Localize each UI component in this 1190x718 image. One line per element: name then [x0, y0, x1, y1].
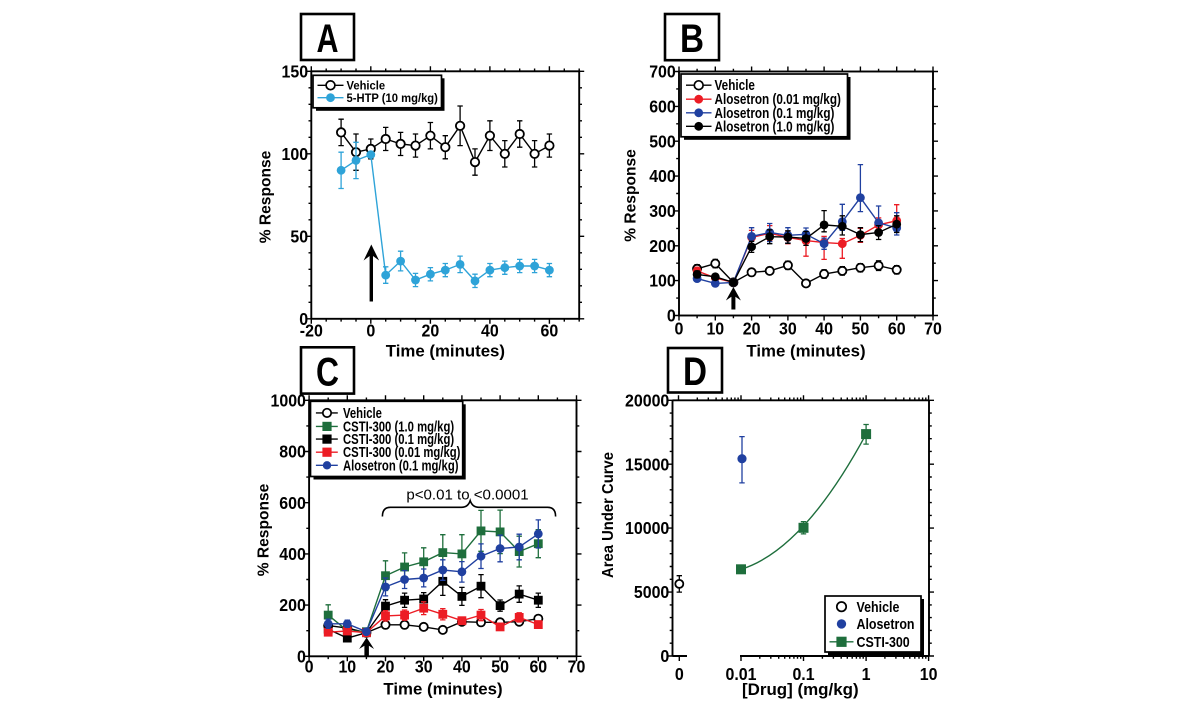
svg-text:400: 400: [649, 166, 676, 186]
svg-text:15000: 15000: [625, 454, 670, 474]
svg-text:D: D: [683, 350, 707, 394]
svg-text:10: 10: [338, 657, 356, 677]
svg-text:20: 20: [377, 657, 395, 677]
svg-text:% Response: % Response: [622, 149, 639, 242]
svg-text:Alosetron: Alosetron: [857, 617, 915, 633]
svg-text:30: 30: [779, 318, 797, 338]
svg-text:Alosetron (0.1 mg/kg): Alosetron (0.1 mg/kg): [343, 458, 459, 474]
svg-text:0: 0: [299, 309, 308, 329]
svg-text:0.1: 0.1: [792, 664, 814, 684]
svg-text:50: 50: [852, 318, 870, 338]
svg-text:Area Under Curve: Area Under Curve: [600, 452, 617, 578]
svg-text:200: 200: [279, 595, 306, 615]
svg-text:60: 60: [888, 318, 906, 338]
svg-text:Time (minutes): Time (minutes): [386, 342, 505, 361]
svg-text:40: 40: [815, 318, 833, 338]
svg-text:600: 600: [649, 97, 676, 117]
svg-text:700: 700: [649, 62, 676, 82]
svg-text:800: 800: [279, 442, 306, 462]
svg-text:5-HTP (10 mg/kg): 5-HTP (10 mg/kg): [347, 91, 438, 105]
svg-text:30: 30: [415, 657, 433, 677]
svg-text:100: 100: [282, 144, 309, 164]
svg-text:Vehicle: Vehicle: [347, 78, 386, 92]
svg-text:70: 70: [568, 657, 586, 677]
svg-text:300: 300: [649, 201, 676, 221]
svg-text:[Drug] (mg/kg): [Drug] (mg/kg): [742, 680, 859, 699]
svg-text:100: 100: [649, 271, 676, 291]
svg-text:20: 20: [422, 320, 440, 340]
svg-text:% Response: % Response: [255, 483, 272, 576]
svg-text:500: 500: [649, 131, 676, 151]
svg-text:CSTI-300 (1.0 mg/kg): CSTI-300 (1.0 mg/kg): [343, 419, 454, 435]
svg-text:1000: 1000: [271, 390, 307, 410]
svg-text:A: A: [317, 17, 339, 61]
svg-text:-20: -20: [300, 320, 323, 340]
svg-text:CSTI-300: CSTI-300: [857, 635, 910, 651]
svg-text:40: 40: [453, 657, 471, 677]
svg-text:C: C: [316, 351, 339, 395]
svg-text:40: 40: [481, 320, 499, 340]
svg-text:0: 0: [667, 306, 676, 326]
svg-text:20000: 20000: [625, 390, 670, 410]
svg-text:B: B: [680, 17, 704, 61]
svg-text:Time (minutes): Time (minutes): [383, 679, 502, 698]
svg-text:% Response: % Response: [257, 150, 274, 243]
svg-text:150: 150: [282, 61, 309, 81]
svg-text:CSTI-300 (0.01 mg/kg): CSTI-300 (0.01 mg/kg): [343, 445, 461, 461]
svg-text:400: 400: [279, 544, 306, 564]
svg-text:p<0.01 to <0.0001: p<0.01 to <0.0001: [406, 487, 528, 504]
svg-text:70: 70: [924, 318, 942, 338]
svg-text:0: 0: [305, 657, 314, 677]
svg-text:Alosetron (1.0 mg/kg): Alosetron (1.0 mg/kg): [715, 119, 835, 135]
svg-text:0: 0: [675, 318, 684, 338]
svg-text:200: 200: [649, 236, 676, 256]
svg-text:Alosetron (0.01 mg/kg): Alosetron (0.01 mg/kg): [715, 92, 842, 108]
svg-text:CSTI-300 (0.1 mg/kg): CSTI-300 (0.1 mg/kg): [343, 432, 454, 448]
svg-text:60: 60: [541, 320, 559, 340]
svg-text:5000: 5000: [634, 582, 670, 602]
svg-text:0: 0: [660, 646, 669, 666]
svg-text:10: 10: [706, 318, 724, 338]
svg-text:1: 1: [862, 664, 871, 684]
svg-text:10000: 10000: [625, 518, 670, 538]
svg-text:Vehicle: Vehicle: [343, 406, 382, 422]
svg-text:20: 20: [743, 318, 761, 338]
svg-text:50: 50: [491, 657, 509, 677]
svg-text:600: 600: [279, 493, 306, 513]
svg-text:Time (minutes): Time (minutes): [746, 342, 865, 361]
svg-text:60: 60: [529, 657, 547, 677]
svg-text:Alosetron (0.1 mg/kg): Alosetron (0.1 mg/kg): [715, 106, 835, 122]
svg-text:0.01: 0.01: [726, 664, 757, 684]
svg-text:10: 10: [920, 664, 938, 684]
svg-text:50: 50: [290, 226, 308, 246]
svg-text:Vehicle: Vehicle: [715, 78, 755, 94]
svg-text:Vehicle: Vehicle: [857, 600, 900, 616]
svg-text:0: 0: [297, 646, 306, 666]
svg-text:0: 0: [675, 664, 684, 684]
svg-text:0: 0: [366, 320, 375, 340]
